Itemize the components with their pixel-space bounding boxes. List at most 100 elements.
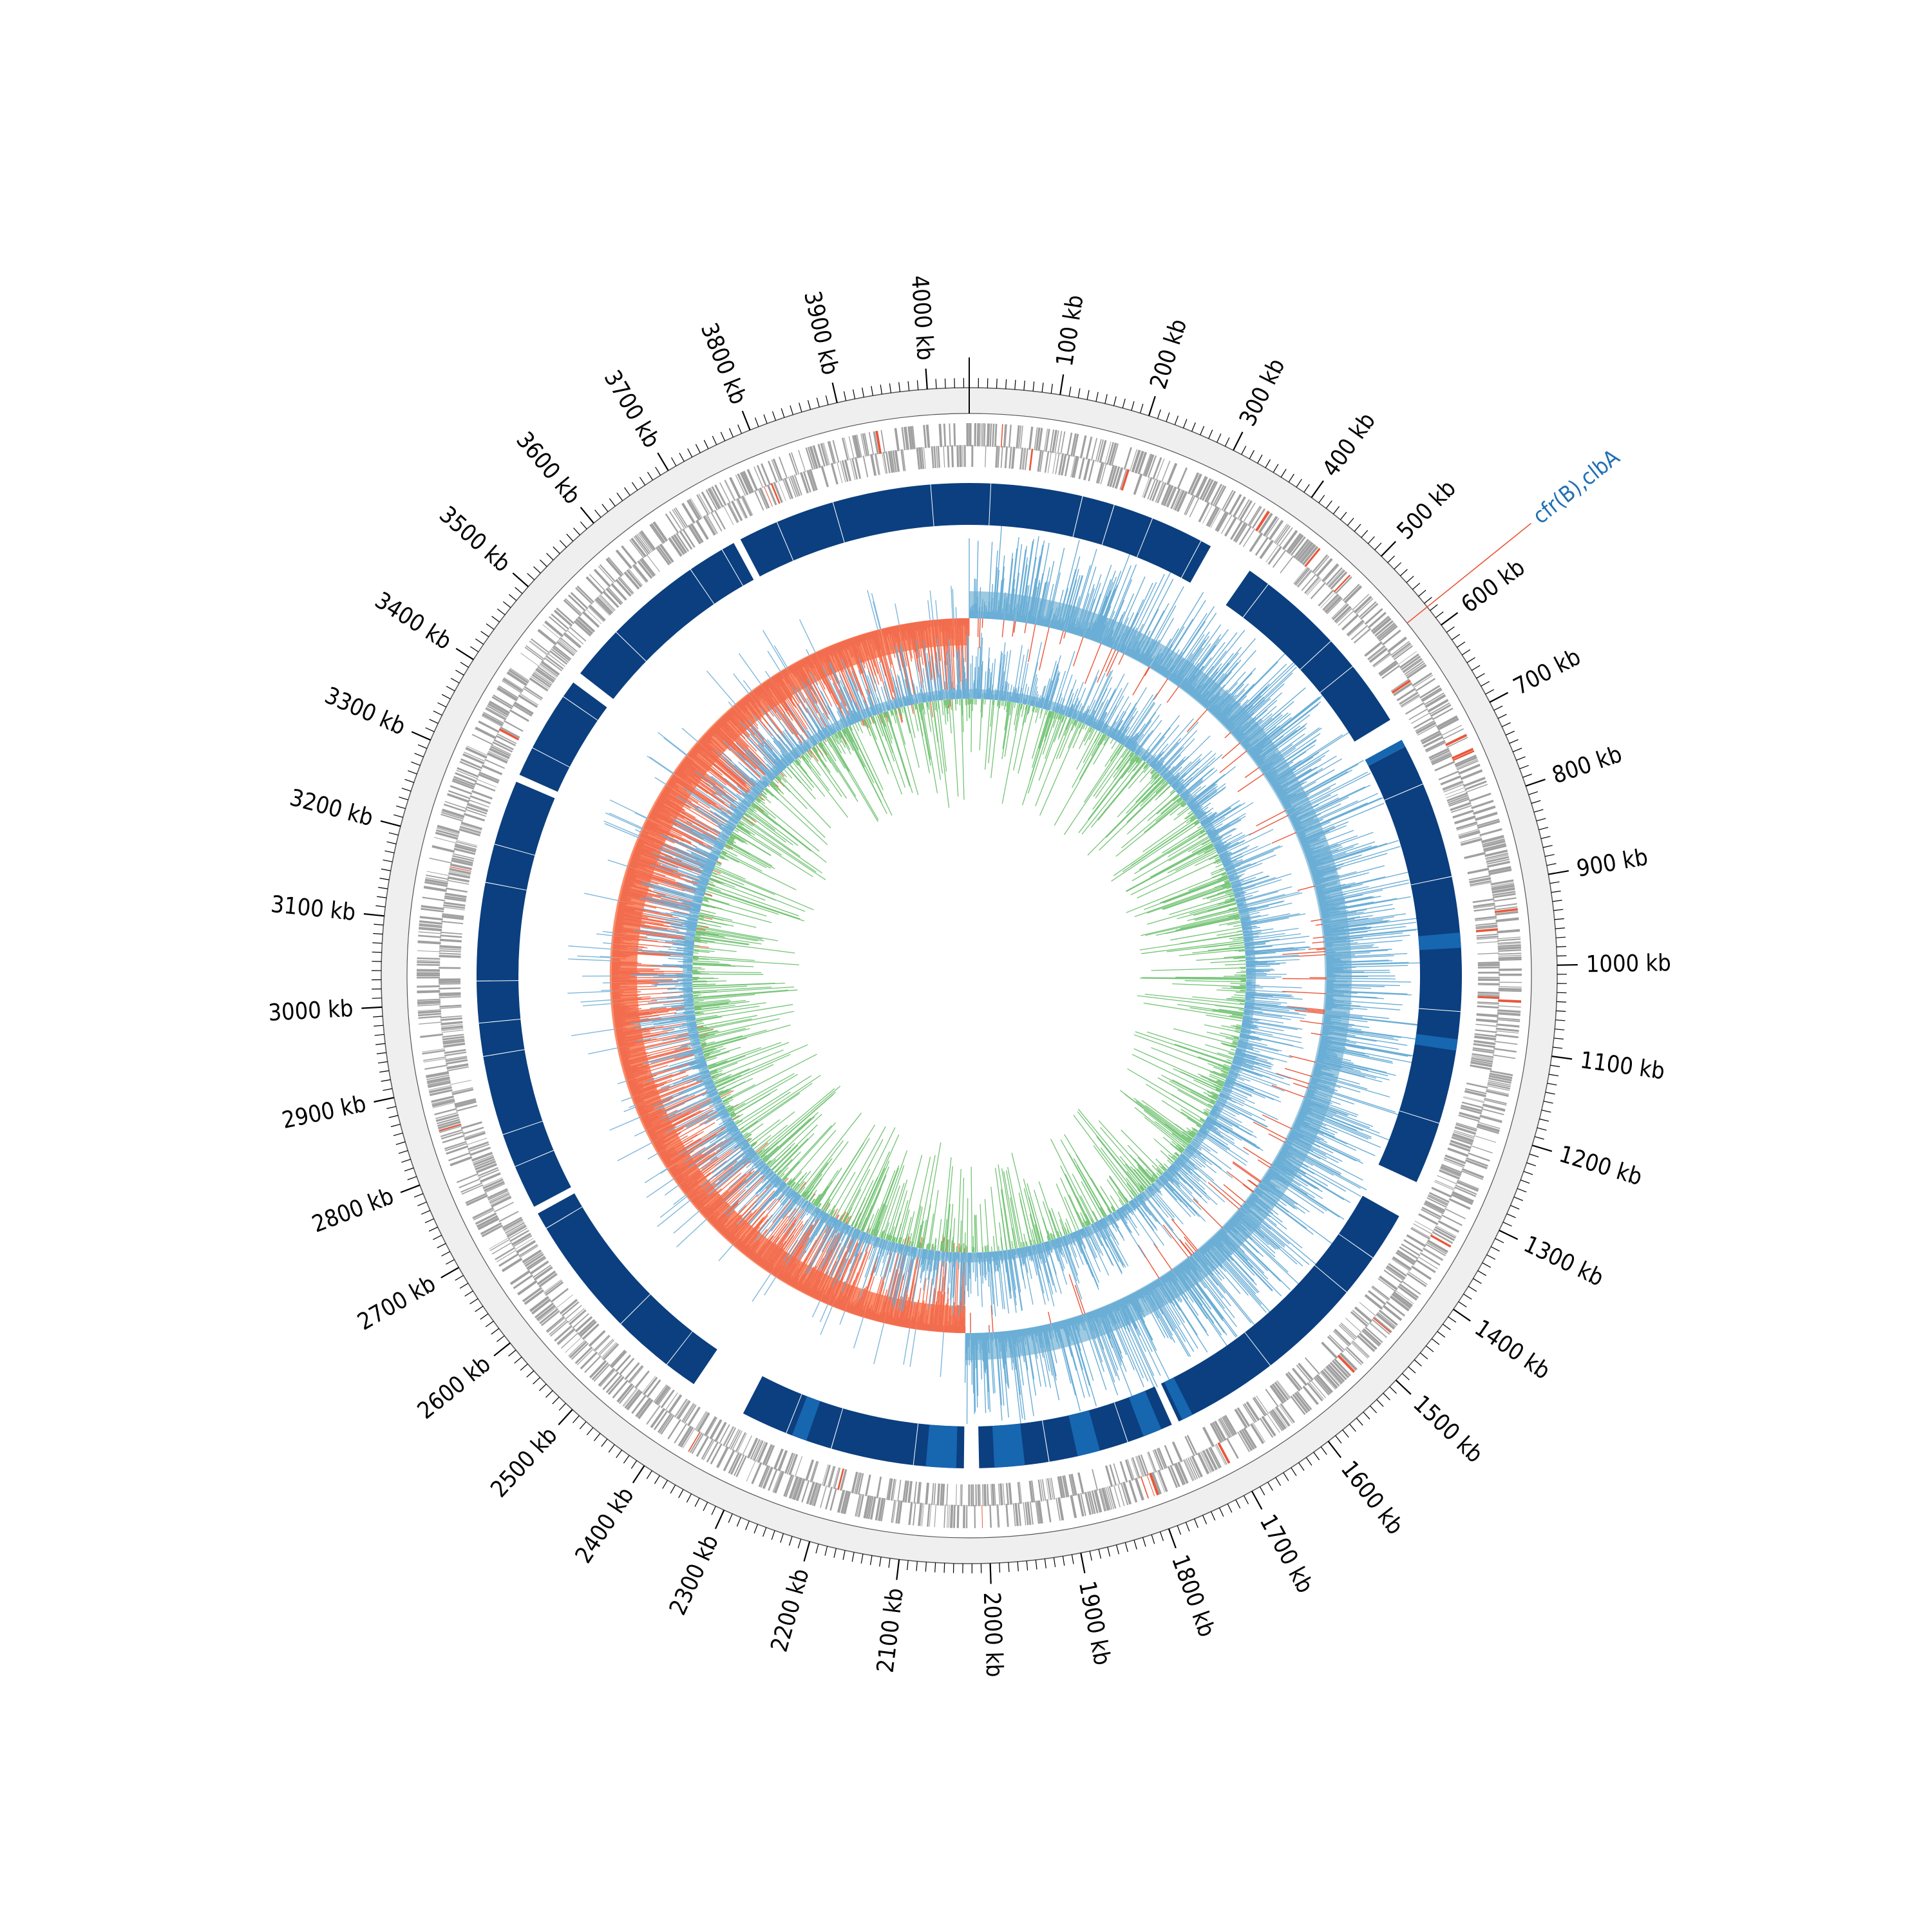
gc-skew-bar (1207, 1242, 1270, 1312)
gc-skew-bar (1317, 884, 1363, 896)
gc-skew-bar (1196, 694, 1202, 700)
gc-skew-bar (1048, 607, 1054, 627)
gc-skew-bar (1314, 1068, 1321, 1071)
gc-skew-bar (1067, 624, 1071, 632)
gc-skew-bar (1320, 896, 1374, 908)
gc-skew-bar (1276, 788, 1288, 795)
gc-skew-bar (1304, 844, 1325, 853)
gc-skew-bar (1293, 803, 1341, 826)
gc-skew-bar (1209, 1240, 1258, 1294)
gc-skew-bar (1323, 927, 1331, 929)
gc-skew-bar (596, 933, 614, 936)
gc-skew-bar (1313, 876, 1324, 880)
gc-skew-bar (1268, 776, 1276, 781)
gc-skew-bar (1323, 1018, 1342, 1021)
gc-skew-bar (1320, 907, 1338, 911)
gc-skew-bar (1190, 1256, 1200, 1269)
gc-skew-bar (1311, 864, 1344, 875)
gc-skew-bar (1081, 628, 1085, 637)
gc-skew-bar (1313, 1071, 1338, 1079)
gc-skew-bar (1243, 742, 1249, 747)
gc-skew-bar (1321, 909, 1367, 918)
gc-content-bar (1142, 814, 1195, 853)
gc-skew-bar (1247, 1198, 1271, 1217)
gc-skew-bar (981, 599, 983, 619)
gc-skew-bar (1037, 581, 1047, 625)
gc-skew-bar (1248, 1198, 1255, 1203)
gc-skew-bar (1325, 999, 1403, 1006)
gc-skew-bar (992, 551, 998, 620)
gc-skew-bar (1212, 694, 1230, 714)
gc-skew-bar (1304, 1099, 1348, 1116)
gc-skew-bar (1323, 1027, 1363, 1034)
gc-content-bar (1145, 913, 1240, 936)
gc-skew-bar (612, 990, 624, 992)
gc-skew-bar (1237, 773, 1265, 793)
gc-skew-bar (1299, 837, 1306, 840)
gc-skew-bar (1206, 695, 1220, 710)
gc-skew-bar (1302, 1104, 1312, 1110)
gc-skew-bar (1303, 1101, 1314, 1106)
gc-skew-bar (1322, 908, 1396, 921)
gc-skew-bar (1309, 1086, 1316, 1089)
gc-skew-bar (1262, 1180, 1281, 1194)
gc-skew-bar (1227, 1222, 1240, 1233)
gc-skew-bar (1239, 735, 1248, 743)
gc-skew-bar (1255, 730, 1297, 762)
gc-skew-bar (1285, 1141, 1321, 1160)
gc-skew-bar (1045, 617, 1049, 627)
gc-skew-bar (995, 570, 999, 620)
gc-skew-bar (659, 1195, 688, 1218)
gc-skew-bar (1099, 621, 1108, 643)
gc-skew-bar (1319, 1047, 1393, 1064)
gc-skew-bar (1094, 615, 1104, 641)
gc-skew-bar (1255, 1190, 1314, 1235)
gc-skew-bar (1208, 1182, 1240, 1210)
gc-skew-bar (1269, 734, 1343, 782)
gc-skew-bar (1305, 844, 1338, 857)
gc-skew-bar (1162, 659, 1174, 676)
gc-skew-bar (1024, 616, 1027, 623)
gc-skew-bar (1062, 579, 1077, 631)
gc-skew-bar (1326, 980, 1412, 983)
gc-skew-bar (1256, 758, 1264, 764)
gc-skew-bar (1242, 1205, 1290, 1245)
gc-skew-bar (1072, 627, 1075, 634)
gc-skew-bar (1296, 1118, 1311, 1126)
gc-skew-bar (1166, 606, 1215, 678)
gc-skew-bar (1326, 955, 1394, 960)
gc-skew-bar (1240, 687, 1306, 744)
gc-skew-bar (1143, 640, 1158, 665)
gc-skew-bar (1291, 784, 1371, 823)
gc-skew-bar (1206, 692, 1220, 708)
gc-skew-bar (1029, 540, 1045, 624)
gc-skew-bar (1023, 601, 1028, 623)
gc-skew-bar (1117, 626, 1130, 651)
gc-content-bar (1235, 1029, 1241, 1032)
gc-skew-bar (1132, 578, 1174, 658)
gc-skew-bar (1260, 1181, 1306, 1214)
gc-skew-bar (609, 1116, 641, 1131)
gc-skew-bar (1127, 623, 1144, 656)
gc-skew-bar (647, 1152, 659, 1160)
gc-skew-bar (1229, 1220, 1240, 1231)
gc-skew-bar (1316, 1059, 1324, 1062)
gc-skew-bar (1105, 649, 1116, 672)
gc-skew-bar (1220, 1229, 1265, 1274)
gc-skew-bar (1086, 627, 1092, 639)
gc-skew-bar (1135, 1292, 1139, 1298)
gc-skew-bar (1095, 554, 1130, 642)
gc-skew-bar (1202, 671, 1233, 706)
gc-skew-bar (1212, 1236, 1255, 1282)
gc-skew-bar (1154, 664, 1159, 670)
gc-skew-bar (1079, 588, 1095, 636)
gc-skew-bar (1318, 1051, 1327, 1054)
gc-content-bar (1184, 980, 1246, 983)
gc-skew-bar (1004, 596, 1008, 620)
gc-skew-bar (1304, 1099, 1349, 1116)
gc-skew-bar (1162, 667, 1168, 676)
gc-skew-bar (1326, 952, 1408, 958)
gc-skew-bar (1202, 1245, 1226, 1273)
gc-skew-bar (1113, 617, 1129, 650)
gc-skew-bar (1297, 797, 1382, 835)
